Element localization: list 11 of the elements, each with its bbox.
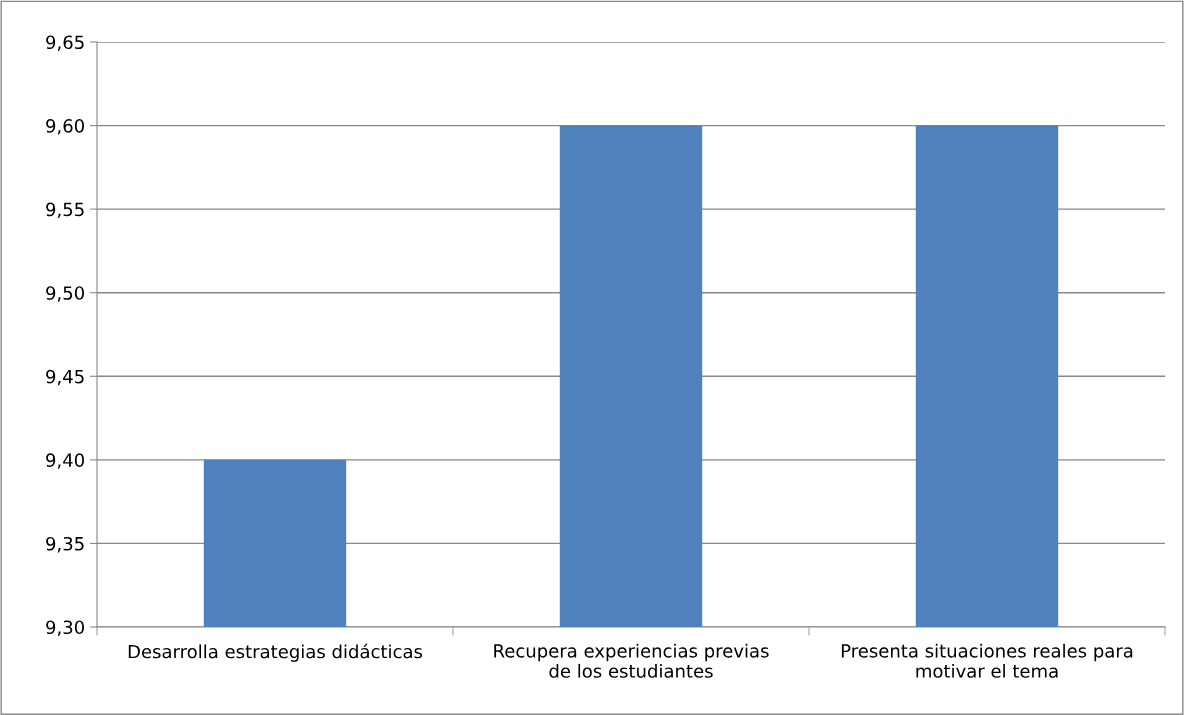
y-tick-label: 9,60	[46, 119, 84, 135]
y-tick-label: 9,65	[46, 35, 84, 51]
y-tick-label: 9,45	[46, 369, 84, 386]
y-tick-label: 9,30	[46, 620, 84, 636]
y-tick-label: 9,35	[46, 536, 84, 553]
y-tick-label: 9,55	[46, 202, 84, 219]
y-tick-label: 9,40	[46, 453, 84, 469]
y-tick-label: 9,50	[46, 286, 84, 302]
x-tick-label: Recupera experiencias previas de los estudiantes	[494, 643, 769, 678]
x-tick-label: Desarrolla estrategias didácticas	[128, 643, 423, 662]
x-tick-label: Presenta situaciones reales para motivar el tema	[841, 643, 1133, 678]
